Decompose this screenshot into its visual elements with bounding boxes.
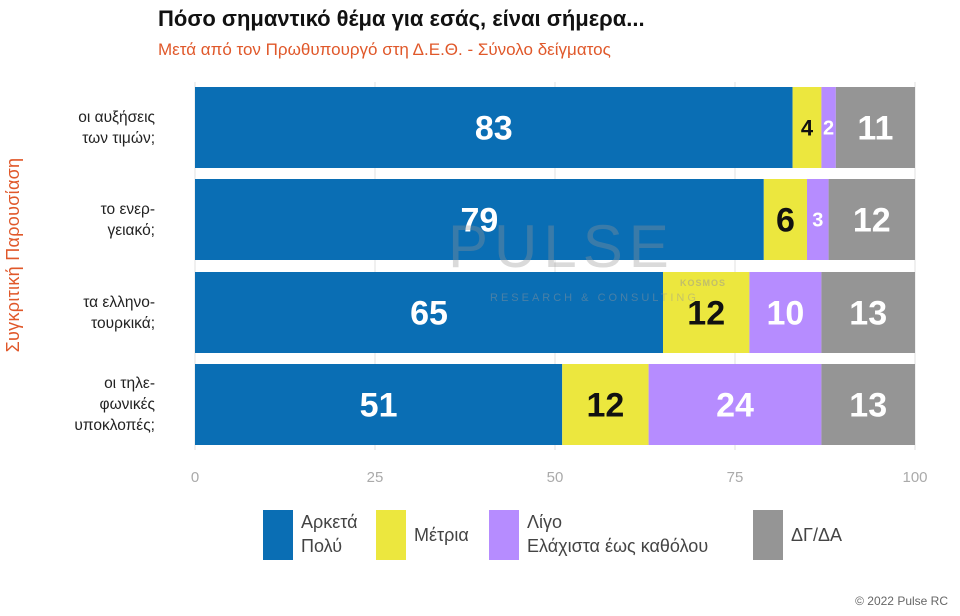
bar-segment <box>663 272 750 353</box>
category-label-line: των τιμών; <box>82 129 155 147</box>
category-label-line: οι τηλε- <box>104 375 155 392</box>
bar-value-label: 6 <box>776 202 795 240</box>
bar-segment <box>562 364 649 445</box>
legend-item: Αρκετά Πολύ <box>263 510 358 560</box>
legend-label-line: Λίγο <box>527 512 563 532</box>
legend-label-line: Μέτρια <box>414 525 469 545</box>
category-label: το ενερ-γειακό; <box>5 199 155 241</box>
x-tick-label: 0 <box>191 469 199 486</box>
x-tick-label: 100 <box>902 469 927 486</box>
bar-value-label: 65 <box>410 295 448 333</box>
chart-title: Πόσο σημαντικό θέμα για εσάς, είναι σήμε… <box>158 6 645 31</box>
bar-segment <box>828 179 915 260</box>
bar-segment <box>807 179 829 260</box>
bar-value-label: 12 <box>853 202 891 240</box>
bar-segment <box>749 272 822 353</box>
legend-swatch <box>753 510 783 560</box>
bar-segment <box>648 364 822 445</box>
bar-value-label: 12 <box>586 387 624 425</box>
bar-segment <box>821 87 836 168</box>
bar-segment <box>763 179 807 260</box>
category-label-line: το ενερ- <box>100 200 155 218</box>
chart-legend: Αρκετά Πολύ Μέτρια Λίγο Ελάχιστα έως καθόλου… <box>0 508 960 568</box>
x-tick-label: 25 <box>367 469 384 486</box>
legend-label: Αρκετά Πολύ <box>301 510 358 558</box>
chart-subtitle: Μετά από τον Πρωθυπουργό στη Δ.Ε.Θ. - Σύ… <box>158 40 611 59</box>
x-tick-label: 75 <box>727 469 744 486</box>
copyright: © 2022 Pulse RC <box>855 594 948 608</box>
bar-value-label: 12 <box>687 295 725 333</box>
category-label-line: γειακό; <box>107 221 155 239</box>
category-label: οι αυξήσεις των τιμών; <box>5 107 155 149</box>
bar-value-label: 13 <box>849 387 887 425</box>
bar-segment <box>195 179 764 260</box>
bar-value-label: 4 <box>801 115 814 140</box>
bar-segment <box>195 272 663 353</box>
legend-label-line: ΔΓ/ΔΑ <box>791 525 842 545</box>
bar-value-label: 24 <box>716 387 754 425</box>
legend-label: Μέτρια <box>414 523 469 547</box>
bar-value-label: 51 <box>360 387 398 425</box>
legend-item: Μέτρια <box>376 510 469 560</box>
category-label: τα ελληνο-τουρκικά; <box>5 292 155 334</box>
bar-value-label: 13 <box>849 295 887 333</box>
bar-segment <box>821 364 915 445</box>
bar-segment <box>821 272 915 353</box>
legend-swatch <box>263 510 293 560</box>
category-label-line: φωνικές <box>99 396 155 413</box>
x-tick-label: 50 <box>547 469 564 486</box>
bar-segment <box>835 87 915 168</box>
bar-segment <box>195 364 563 445</box>
category-label-line: τουρκικά; <box>91 314 155 332</box>
bar-value-label: 83 <box>475 110 513 148</box>
legend-swatch <box>376 510 406 560</box>
bar-value-label: 3 <box>812 210 823 232</box>
legend-swatch <box>489 510 519 560</box>
legend-label-line: Πολύ <box>301 536 343 556</box>
bar-segment <box>792 87 822 168</box>
category-label: οι τηλε-φωνικές υποκλοπές; <box>5 373 155 436</box>
bar-value-label: 10 <box>766 295 804 333</box>
legend-item: Λίγο Ελάχιστα έως καθόλου <box>489 510 708 560</box>
category-label-line: τα ελληνο- <box>83 293 155 311</box>
legend-item: ΔΓ/ΔΑ <box>753 510 842 560</box>
category-label-line: οι αυξήσεις <box>78 108 155 126</box>
legend-label: Λίγο Ελάχιστα έως καθόλου <box>527 510 708 558</box>
bar-segment <box>195 87 793 168</box>
legend-label: ΔΓ/ΔΑ <box>791 523 842 547</box>
category-label-line: υποκλοπές; <box>74 417 155 434</box>
bar-value-label: 11 <box>857 110 893 148</box>
bar-value-label: 79 <box>460 202 498 240</box>
bar-value-label: 2 <box>823 118 834 140</box>
legend-label-line: Ελάχιστα έως καθόλου <box>527 536 709 556</box>
stacked-bar-chart: 0 25 50 75 100 83 4 2 11 79 6 3 12 65 12 10 13 51 12 24 13 <box>191 82 928 486</box>
legend-label-line: Αρκετά <box>301 512 358 532</box>
